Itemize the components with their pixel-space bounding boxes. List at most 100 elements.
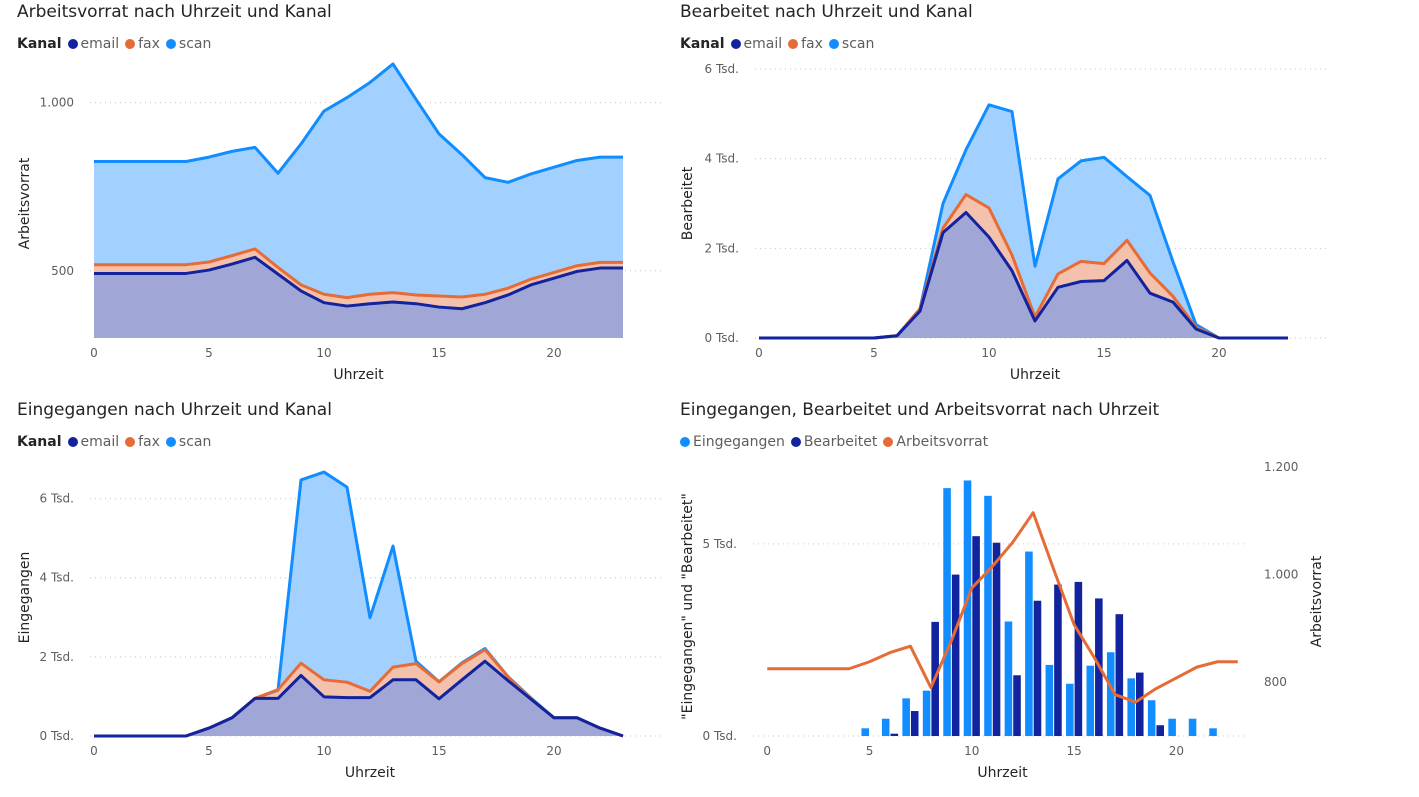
chart-panel-combo: Eingegangen, Bearbeitet und Arbeitsvorra… [680,400,1360,795]
y-tick-label: 6 Tsd. [705,62,739,76]
legend-dot-email [730,39,741,49]
bar-eingegangen [861,728,870,736]
bar-eingegangen [1086,665,1095,736]
legend-label: Eingegangen [693,434,785,450]
legend-label: fax [138,434,160,450]
bar-eingegangen [943,488,951,736]
legend-label: scan [178,36,212,52]
legend-label: scan [178,434,212,450]
chart-legend: Kanal email fax scan [17,36,217,52]
area-chart-eingegangen[interactable]: 0 Tsd.2 Tsd.4 Tsd.6 Tsd.0 5 10 15 20UhrzeitE… [17,400,677,795]
bar-bearbeitet [1074,581,1083,736]
x-tick-label: 20 [1169,744,1184,758]
bar-bearbeitet [951,574,960,736]
legend-dot-fax [125,39,136,49]
x-tick-label: 10 [316,346,331,360]
x-tick-label: 5 [205,346,213,360]
y2-tick-label: 1.000 [1264,568,1298,582]
chart-title: Eingegangen, Bearbeitet und Arbeitsvorra… [680,400,1160,420]
legend-item-scan[interactable]: scan [165,434,212,450]
legend-item-email[interactable]: email [67,434,120,450]
x-axis-title: Uhrzeit [345,765,396,781]
area-chart-bearbeitet[interactable]: 0 Tsd.2 Tsd.4 Tsd.6 Tsd.0 5 10 15 20UhrzeitB… [680,2,1340,392]
chart-title: Bearbeitet nach Uhrzeit und Kanal [680,2,973,22]
legend-dot-email [67,39,78,49]
x-tick-label: 15 [1096,346,1111,360]
x-tick-label: 10 [316,744,331,758]
chart-legend: Eingegangen Bearbeitet Arbeitsvorrat [680,434,994,450]
bar-bearbeitet [992,542,1001,736]
series-line-email [759,210,1288,340]
bar-eingegangen [1025,551,1033,736]
bar-eingegangen [1188,718,1197,736]
bar-eingegangen [881,718,890,736]
area-chart-arbeitsvorrat[interactable]: 500 1.000 0 5 10 15 20 Uhrzeit Arbeitsvorrat [17,2,677,392]
y-tick-label: 2 Tsd. [40,650,74,664]
legend-item-scan[interactable]: scan [165,36,212,52]
legend-dot-email [67,437,78,447]
y-tick-label: 4 Tsd. [40,571,74,585]
x-tick-label: 0 [90,744,98,758]
y-axis-title: Eingegangen [17,552,33,644]
legend-dot-scan [828,39,839,49]
bar-eingegangen [902,698,910,736]
series-line-email [94,255,623,311]
area-fill-scan [94,63,623,298]
legend-item-bearbeitet[interactable]: Bearbeitet [790,434,878,450]
chart-legend: Kanal email fax scan [17,434,217,450]
legend-dot-bearbeitet [790,437,801,447]
chart-panel-arbeitsvorrat: Arbeitsvorrat nach Uhrzeit und Kanal Kan… [17,2,677,392]
x-axis-title: Uhrzeit [333,367,384,383]
bar-bearbeitet [1033,600,1042,736]
legend-dot-eingegangen [680,437,690,447]
y2-tick-label: 800 [1264,675,1287,689]
legend-label: Arbeitsvorrat [896,434,989,450]
legend-item-scan[interactable]: scan [828,36,874,52]
legend-item-fax[interactable]: fax [125,434,160,450]
y-tick-label: 6 Tsd. [40,492,74,506]
bar-bearbeitet [1135,672,1144,736]
legend-title: Kanal [17,434,62,450]
x-tick-label: 0 [755,346,763,360]
bar-bearbeitet [1156,725,1165,736]
legend-dot-fax [125,437,136,447]
y-tick-label: 0 Tsd. [703,729,737,743]
bar-bearbeitet [910,711,919,736]
legend-item-email[interactable]: email [730,36,782,52]
legend-item-fax[interactable]: fax [125,36,160,52]
legend-item-eingegangen[interactable]: Eingegangen [680,434,785,450]
area-fill-scan [759,104,1288,338]
bar-bearbeitet [890,733,899,736]
legend-label: Bearbeitet [803,434,878,450]
x-tick-label: 5 [205,744,213,758]
legend-item-arbeitsvorrat[interactable]: Arbeitsvorrat [883,434,988,450]
bar-eingegangen [1106,652,1115,736]
bar-eingegangen [1045,664,1054,736]
legend-dot-scan [165,39,176,49]
y-tick-label: 0 Tsd. [40,729,74,743]
legend-dot-arbeitsvorrat [883,437,894,447]
bar-eingegangen [1147,700,1156,736]
bar-eingegangen [963,480,972,736]
legend-item-email[interactable]: email [67,36,120,52]
legend-label: email [80,434,120,450]
x-tick-label: 15 [431,744,446,758]
x-tick-label: 5 [870,346,878,360]
bar-eingegangen [1066,683,1074,736]
legend-item-fax[interactable]: fax [788,36,823,52]
legend-label: email [80,36,120,52]
y-tick-label: 4 Tsd. [705,152,739,166]
chart-legend: Kanal email fax scan [680,36,880,52]
chart-panel-bearbeitet: Bearbeitet nach Uhrzeit und Kanal Kanal … [680,2,1340,392]
legend-dot-scan [165,437,176,447]
area-fill-email [759,212,1288,338]
bar-eingegangen [1209,728,1217,736]
area-fill-fax [94,649,623,736]
y-tick-label: 1.000 [40,96,74,110]
area-fill-scan [94,472,623,736]
x-tick-label: 15 [1066,744,1081,758]
bar-eingegangen [922,690,931,736]
combo-chart[interactable]: 0 Tsd. 5 Tsd. 800 1.000 1.200 0 5 10 15 20 Uhrzeit… [680,400,1360,795]
x-tick-label: 15 [431,346,446,360]
y-axis-title: "Eingegangen" und "Bearbeitet" [680,493,696,720]
